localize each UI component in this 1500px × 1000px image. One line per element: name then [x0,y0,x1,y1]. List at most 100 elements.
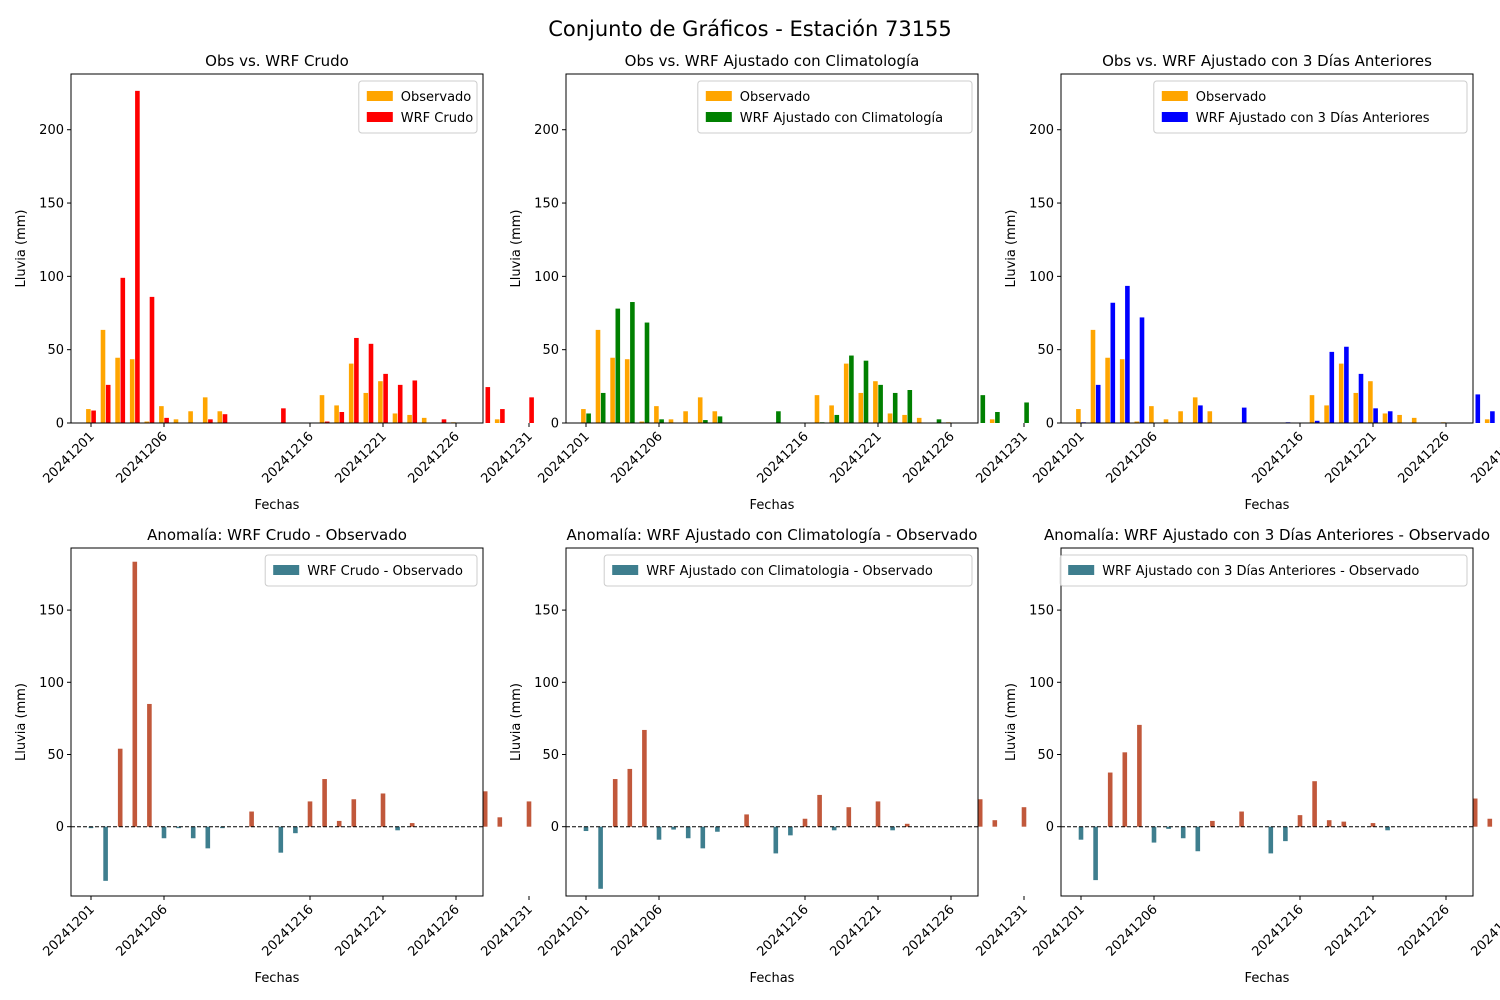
y-tick-label: 100 [39,270,64,285]
x-axis-label: Fechas [1245,971,1290,986]
bar-observado [378,381,383,423]
bar-observado [100,329,106,423]
bar-wrf [1387,411,1393,423]
y-axis-label: Lluvia (mm) [509,210,524,288]
anomaly-bar [802,818,808,827]
x-tick-label: 20241201 [1030,902,1087,959]
x-tick-label: 20241216 [1249,902,1306,959]
x-tick-label: 20241231 [973,902,1030,959]
bar-observado [421,417,427,423]
axes-frame [1060,73,1474,424]
x-tick-label: 20241221 [827,902,884,959]
anomaly-bar [132,561,138,827]
anomaly-bar [1283,826,1288,842]
bar-observado [1134,421,1140,423]
anomaly-bar [773,826,779,854]
legend-swatch [705,91,732,101]
y-tick-label: 50 [542,748,559,763]
axes-frame [70,547,484,897]
legend-swatch [705,112,732,122]
y-tick-label: 150 [39,197,64,212]
figure-title: Conjunto de Gráficos - Estación 73155 [548,17,952,41]
legend-label: Observado [1196,90,1267,105]
anomaly-bar [322,779,327,827]
bar-wrf [600,392,606,423]
y-tick-label: 200 [534,123,559,138]
bar-wrf [1344,346,1349,423]
y-axis-label: Lluvia (mm) [1004,210,1019,288]
x-tick-label: 20241201 [40,429,97,486]
bar-observado [363,392,369,423]
bar-wrf [907,390,913,423]
subplot-title: Anomalía: WRF Ajustado con Climatología … [567,526,978,544]
anomaly-bar [1326,820,1332,827]
anomaly-bar [598,826,603,889]
bar-wrf [849,355,854,423]
x-axis-label: Fechas [750,971,795,986]
x-tick-label: 20241226 [1395,902,1452,959]
bar-observado [392,413,398,423]
x-tick-label: 20241216 [1249,429,1306,486]
bar-observado [829,405,834,423]
bar-wrf [1373,408,1378,423]
anomaly-bar [482,791,488,827]
subplot-title: Obs vs. WRF Ajustado con Climatología [625,52,920,70]
bar-wrf [703,420,708,423]
bar-wrf [630,302,635,423]
anomaly-bar [1472,798,1478,827]
bar-observado [668,419,674,423]
legend-swatch [612,565,639,575]
x-tick-label: 20241221 [1322,902,1379,959]
bar-observado [610,357,615,423]
legend-label: WRF Ajustado con 3 Días Anteriores - Obs… [1102,564,1419,579]
bar-wrf [776,411,781,423]
y-axis-label: Lluvia (mm) [509,683,524,761]
legend-box [697,80,973,134]
bar-observado [654,406,659,423]
bar-wrf [281,408,286,423]
legend-label: WRF Crudo - Observado [307,564,463,579]
x-tick-label: 20241206 [608,902,665,959]
bar-wrf [1314,420,1320,423]
bar-observado [843,363,849,423]
anomaly-bar [1341,821,1347,827]
subplot-6: Anomalía: WRF Ajustado con 3 Días Anteri… [1004,526,1500,986]
bar-observado [1324,405,1329,423]
y-tick-label: 50 [1037,343,1054,358]
anomaly-bar [1151,826,1157,843]
bar-observado [129,359,135,423]
y-tick-label: 150 [534,197,559,212]
anomaly-bar [278,826,284,853]
x-tick-label: 20241206 [113,902,170,959]
bar-observado [581,409,586,423]
anomaly-bar [1122,752,1128,827]
subplot-3: Obs vs. WRF Ajustado con 3 Días Anterior… [1004,52,1500,513]
bar-observado [683,411,688,423]
bar-observado [639,421,645,423]
bar-observado [1368,381,1373,423]
x-tick-label: 20241221 [827,429,884,486]
anomaly-bar [497,817,503,827]
axes-frame [565,73,979,424]
anomaly-bar [642,729,647,827]
x-tick-label: 20241226 [900,902,957,959]
anomaly-bar [788,826,793,836]
anomaly-bar [1297,815,1303,827]
bar-observado [159,406,164,423]
anomaly-bar [890,826,895,831]
bar-wrf [1024,402,1029,423]
bar-wrf [1198,405,1203,423]
anomaly-bar [671,826,676,830]
legend-box [1059,554,1468,587]
legend-swatch [273,565,300,575]
bar-wrf [222,414,228,423]
x-tick-label: 20241221 [332,429,389,486]
y-tick-label: 50 [1037,748,1054,763]
bar-wrf [995,412,1000,423]
legend-label: WRF Ajustado con 3 Días Anteriores [1196,111,1430,126]
legend-swatch [366,91,393,101]
bar-observado [1090,329,1096,423]
anomaly-bar [977,799,983,827]
anomaly-bar [583,826,589,832]
legend-label: Observado [401,90,472,105]
